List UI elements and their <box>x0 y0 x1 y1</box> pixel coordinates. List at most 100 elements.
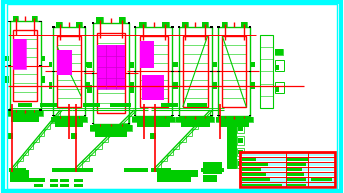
Bar <box>128 123 130 124</box>
Bar <box>134 115 136 116</box>
Bar <box>87 85 92 93</box>
Bar <box>214 82 217 89</box>
Bar <box>275 60 284 71</box>
Bar <box>57 36 81 107</box>
Bar <box>86 82 90 89</box>
Bar <box>128 73 130 74</box>
Bar <box>32 16 37 21</box>
Bar <box>238 126 243 131</box>
Bar <box>132 117 175 122</box>
Bar <box>217 26 220 28</box>
Bar <box>287 173 304 176</box>
Bar <box>60 179 69 182</box>
Bar <box>240 152 335 187</box>
Bar <box>96 17 103 23</box>
Bar <box>217 71 220 72</box>
Bar <box>178 115 180 116</box>
Bar <box>142 75 164 100</box>
Bar <box>216 117 252 122</box>
Bar <box>130 62 135 68</box>
Bar <box>119 17 126 23</box>
Bar <box>8 65 11 66</box>
Bar <box>151 168 171 172</box>
Bar <box>249 26 251 28</box>
Bar <box>49 62 52 67</box>
Bar <box>211 26 213 28</box>
Bar <box>130 62 134 67</box>
Bar <box>41 103 57 107</box>
Bar <box>92 123 94 124</box>
Bar <box>130 82 134 89</box>
Bar <box>140 36 168 107</box>
Bar <box>128 22 130 24</box>
Bar <box>203 175 217 182</box>
Bar <box>176 117 214 122</box>
Bar <box>162 22 169 27</box>
Bar <box>171 115 173 116</box>
Bar <box>173 82 178 89</box>
Bar <box>57 50 72 75</box>
Bar <box>39 109 42 111</box>
Bar <box>18 103 32 107</box>
Bar <box>249 71 251 72</box>
Bar <box>8 20 11 22</box>
Bar <box>275 82 284 93</box>
Bar <box>238 161 243 166</box>
Bar <box>10 21 41 110</box>
Bar <box>97 45 125 89</box>
Bar <box>150 133 156 139</box>
Bar <box>238 138 243 143</box>
Bar <box>241 157 334 161</box>
Bar <box>211 115 213 116</box>
Bar <box>179 27 212 116</box>
Bar <box>171 26 173 28</box>
Bar <box>241 183 334 187</box>
Bar <box>52 26 54 28</box>
Bar <box>110 103 131 107</box>
Bar <box>218 27 250 116</box>
Bar <box>287 163 306 166</box>
Bar <box>242 163 268 166</box>
Bar <box>181 122 210 127</box>
Bar <box>183 36 208 107</box>
Bar <box>287 158 308 161</box>
Bar <box>214 62 217 67</box>
Bar <box>287 178 306 181</box>
Bar <box>202 22 208 27</box>
Bar <box>84 115 86 116</box>
Bar <box>52 115 54 116</box>
Bar <box>241 152 334 156</box>
Bar <box>287 168 302 171</box>
Bar <box>92 73 94 74</box>
Bar <box>34 179 43 182</box>
Bar <box>174 62 178 67</box>
Bar <box>97 33 125 113</box>
Bar <box>42 76 45 83</box>
Bar <box>217 115 220 116</box>
Bar <box>311 178 332 181</box>
Bar <box>119 17 126 23</box>
Bar <box>9 168 25 172</box>
Bar <box>5 56 9 61</box>
Bar <box>51 117 87 122</box>
Bar <box>71 133 77 139</box>
Bar <box>51 117 87 122</box>
Bar <box>213 82 216 89</box>
Bar <box>249 115 251 116</box>
Bar <box>260 35 273 108</box>
Bar <box>240 152 335 187</box>
Bar <box>176 117 214 122</box>
Bar <box>201 168 224 172</box>
Bar <box>39 20 42 22</box>
Bar <box>242 158 256 161</box>
Bar <box>174 82 178 89</box>
Bar <box>237 159 244 168</box>
Bar <box>50 184 58 187</box>
Bar <box>182 22 188 27</box>
Bar <box>241 172 334 176</box>
Bar <box>134 71 136 72</box>
Bar <box>87 62 92 68</box>
Bar <box>10 170 29 178</box>
Bar <box>135 27 172 116</box>
Bar <box>216 117 252 122</box>
